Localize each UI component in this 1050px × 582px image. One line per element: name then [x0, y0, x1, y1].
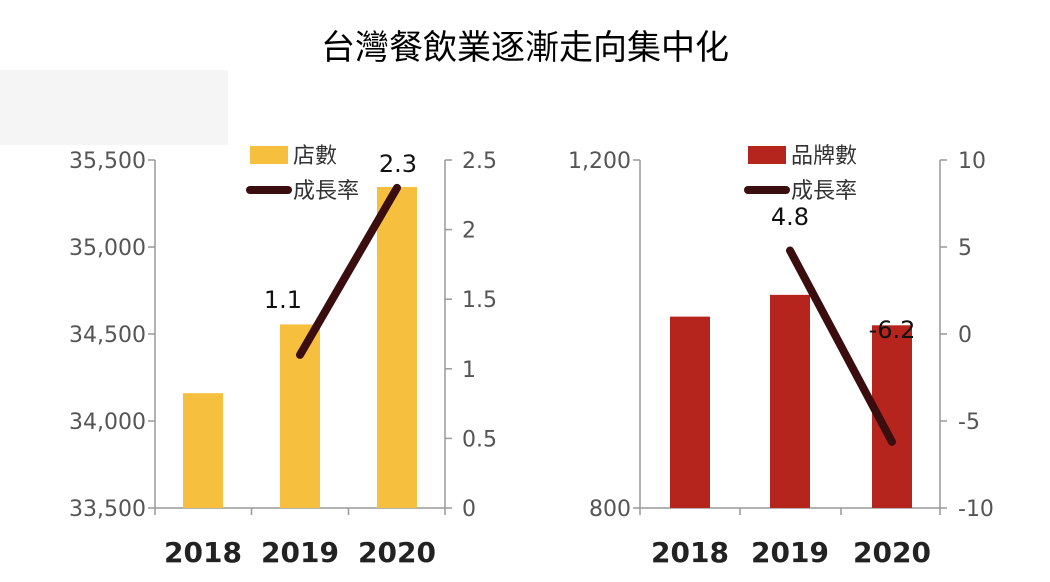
chart1-x-label-2018: 2018 — [164, 536, 242, 569]
chart2-growth-line — [786, 246, 896, 446]
chart1-data-label: 2.3 — [379, 150, 417, 178]
chart1-right-tick-label: 1.5 — [462, 288, 497, 313]
chart1-left-tick-label: 35,000 — [69, 236, 146, 261]
chart2-legend-label-line: 成長率 — [791, 179, 857, 204]
chart2-right-tick-label: 5 — [958, 236, 972, 261]
chart1-left-tick-label: 34,500 — [69, 323, 146, 348]
chart2-right-tick-label: 10 — [958, 149, 986, 174]
chart1-right-tick-label: 0 — [462, 497, 476, 522]
chart1-right-tick-label: 0.5 — [462, 427, 497, 452]
chart1-x-label-2019: 2019 — [261, 536, 339, 569]
chart2-left-tick-label: 1,200 — [568, 149, 631, 174]
chart2-x-label-2020: 2020 — [853, 536, 931, 569]
chart2-legend-label-bars: 品牌數 — [791, 144, 857, 169]
chart2-right-tick-label: -10 — [958, 497, 994, 522]
chart1-right-tick-label: 2.5 — [462, 149, 497, 174]
chart2-x-label-2018: 2018 — [651, 536, 729, 569]
chart1-left-tick-label: 35,500 — [69, 149, 146, 174]
chart1-bar-2018 — [183, 393, 223, 508]
chart2-right-tick-label: 0 — [958, 323, 972, 348]
chart1-x-label-2020: 2020 — [358, 536, 436, 569]
chart1-data-label: 1.1 — [264, 286, 302, 314]
background-patch — [0, 70, 228, 145]
chart2-data-label: -6.2 — [869, 316, 916, 344]
chart1-legend-swatch-bars — [250, 146, 288, 164]
chart2-data-label: 4.8 — [771, 203, 809, 231]
chart2-left-tick-label: 800 — [589, 497, 631, 522]
chart2-bar-2018 — [670, 316, 710, 508]
chart1-left-tick-label: 34,000 — [69, 410, 146, 435]
chart1-left-tick-label: 33,500 — [69, 497, 146, 522]
chart2-bar-2019 — [770, 294, 810, 508]
chart2-x-label-2019: 2019 — [751, 536, 829, 569]
chart2-legend-swatch-bars — [748, 146, 786, 164]
chart1-growth-line — [296, 183, 401, 359]
chart1-bar-2020 — [377, 186, 417, 508]
chart2-right-tick-label: -5 — [958, 410, 980, 435]
chart1-right-tick-label: 1 — [462, 358, 476, 383]
chart1-right-tick-label: 2 — [462, 219, 476, 244]
chart-title: 台灣餐飲業逐漸走向集中化 — [321, 28, 729, 68]
chart1-legend-label-bars: 店數 — [293, 144, 337, 169]
chart1-legend-label-line: 成長率 — [293, 179, 359, 204]
